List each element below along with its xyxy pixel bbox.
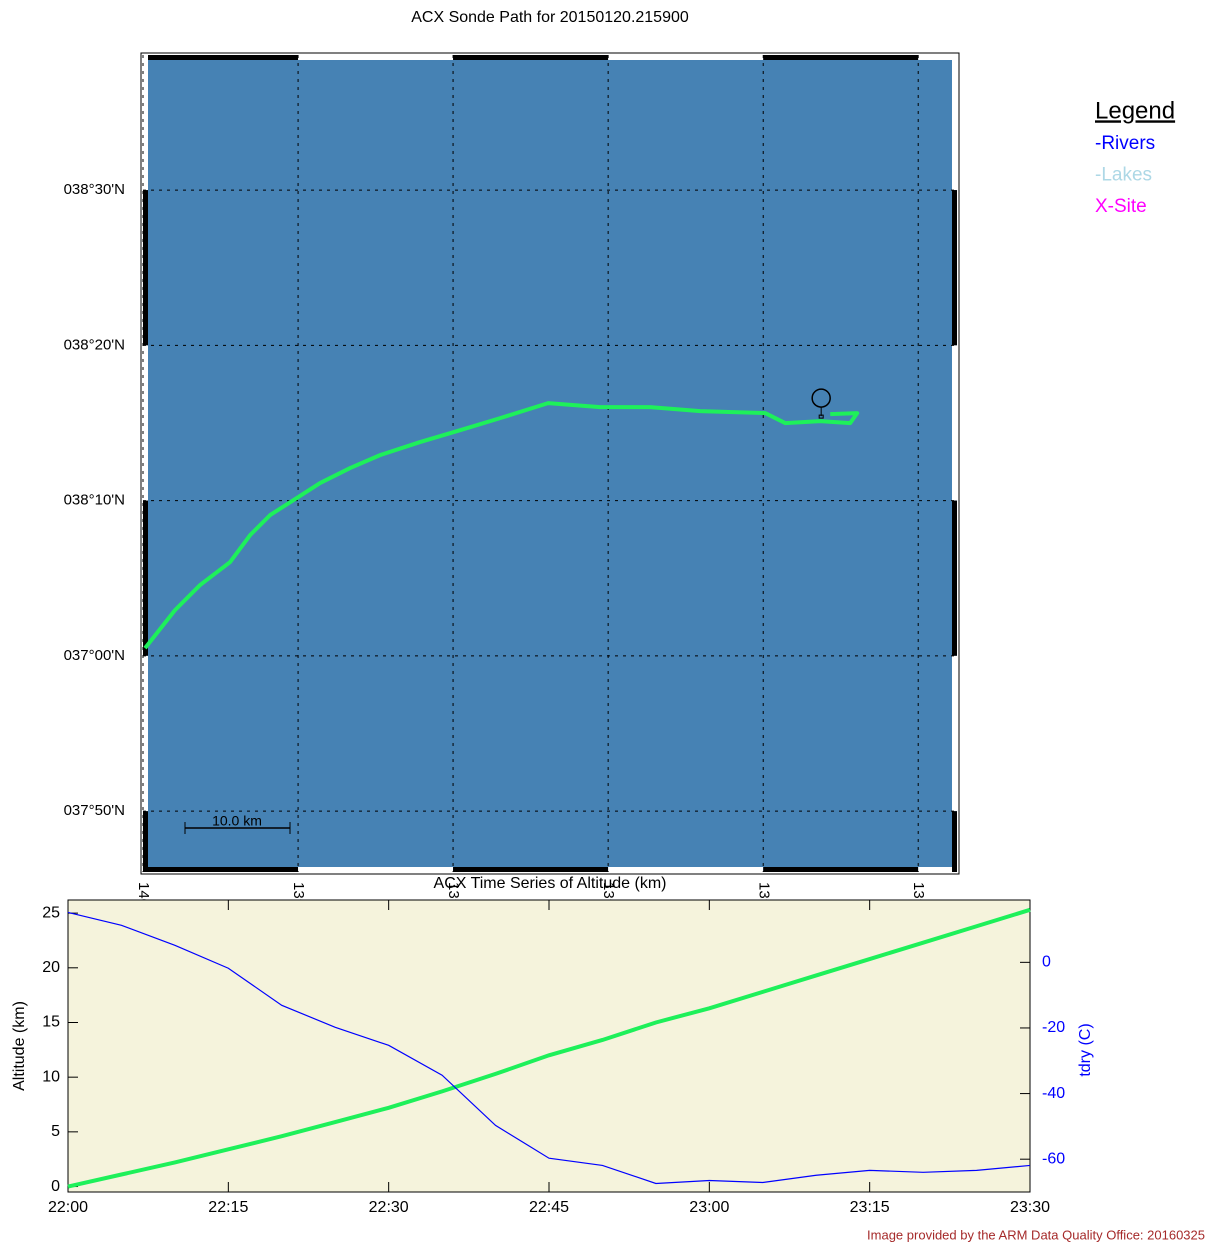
frame xyxy=(143,811,148,872)
frame xyxy=(298,55,454,60)
y-tick-label: 0 xyxy=(51,1178,60,1195)
y2-tick-label: -40 xyxy=(1042,1085,1065,1102)
y-tick-label: 038°20'N xyxy=(64,336,125,353)
frame xyxy=(143,500,148,656)
frame xyxy=(143,55,148,191)
frame xyxy=(763,867,919,872)
scale-label: 10.0 km xyxy=(212,813,262,829)
x-tick-label: 23:15 xyxy=(850,1199,890,1216)
frame xyxy=(143,345,148,501)
frame xyxy=(952,655,957,812)
frame xyxy=(952,190,957,346)
series-title: ACX Time Series of Altitude (km) xyxy=(434,875,667,892)
frame xyxy=(298,867,454,872)
frame xyxy=(453,867,609,872)
balloon-box xyxy=(818,414,824,419)
frame-border xyxy=(140,52,960,875)
y-tick-label: 20 xyxy=(42,959,60,976)
y2-axis-label: tdry (C) xyxy=(1077,1023,1094,1076)
map-title: ACX Sonde Path for 20150120.215900 xyxy=(411,9,689,26)
series-line xyxy=(67,911,1031,1185)
frame xyxy=(918,55,957,60)
legend-item: -Rivers xyxy=(1095,133,1155,154)
legend-title: Legend xyxy=(1095,97,1175,124)
frame xyxy=(143,655,148,812)
frame xyxy=(453,55,609,60)
y2-tick-label: -20 xyxy=(1042,1019,1065,1036)
frame xyxy=(143,190,148,346)
y-axis-label: Altitude (km) xyxy=(11,1001,28,1091)
y-tick-label: 038°30'N xyxy=(64,181,125,198)
y2-tick-label: 0 xyxy=(1042,954,1051,971)
series-line xyxy=(67,907,1031,1189)
frame xyxy=(952,500,957,656)
frame xyxy=(763,55,919,60)
footer: Image provided by the ARM Data Quality O… xyxy=(867,1227,1205,1242)
x-tick-label: 23:00 xyxy=(689,1199,729,1216)
frame xyxy=(143,867,299,872)
x-tick-label: 22:15 xyxy=(208,1199,248,1216)
x-tick-label: 23:30 xyxy=(1010,1199,1050,1216)
legend-item: X-Site xyxy=(1095,196,1147,217)
y-tick-label: 037°50'N xyxy=(64,802,125,819)
y-tick-label: 5 xyxy=(51,1123,60,1140)
y2-tick-label: -60 xyxy=(1042,1150,1065,1167)
frame xyxy=(952,345,957,501)
frame xyxy=(608,55,764,60)
legend-item: -Lakes xyxy=(1095,165,1152,186)
frame xyxy=(952,811,957,872)
y-tick-label: 10 xyxy=(42,1068,60,1085)
x-tick-label: 22:00 xyxy=(48,1199,88,1216)
frame xyxy=(952,55,957,191)
y-tick-label: 038°10'N xyxy=(64,492,125,509)
frame xyxy=(143,55,299,60)
frame xyxy=(918,867,957,872)
y-tick-label: 25 xyxy=(42,904,60,921)
x-tick-label: 22:30 xyxy=(369,1199,409,1216)
sonde-track xyxy=(143,401,860,650)
plot-background xyxy=(67,899,1031,1193)
map-background xyxy=(143,55,957,872)
y-tick-label: 037°00'N xyxy=(64,647,125,664)
x-tick-label: 22:45 xyxy=(529,1199,569,1216)
frame xyxy=(608,867,764,872)
y-tick-label: 15 xyxy=(42,1014,60,1031)
